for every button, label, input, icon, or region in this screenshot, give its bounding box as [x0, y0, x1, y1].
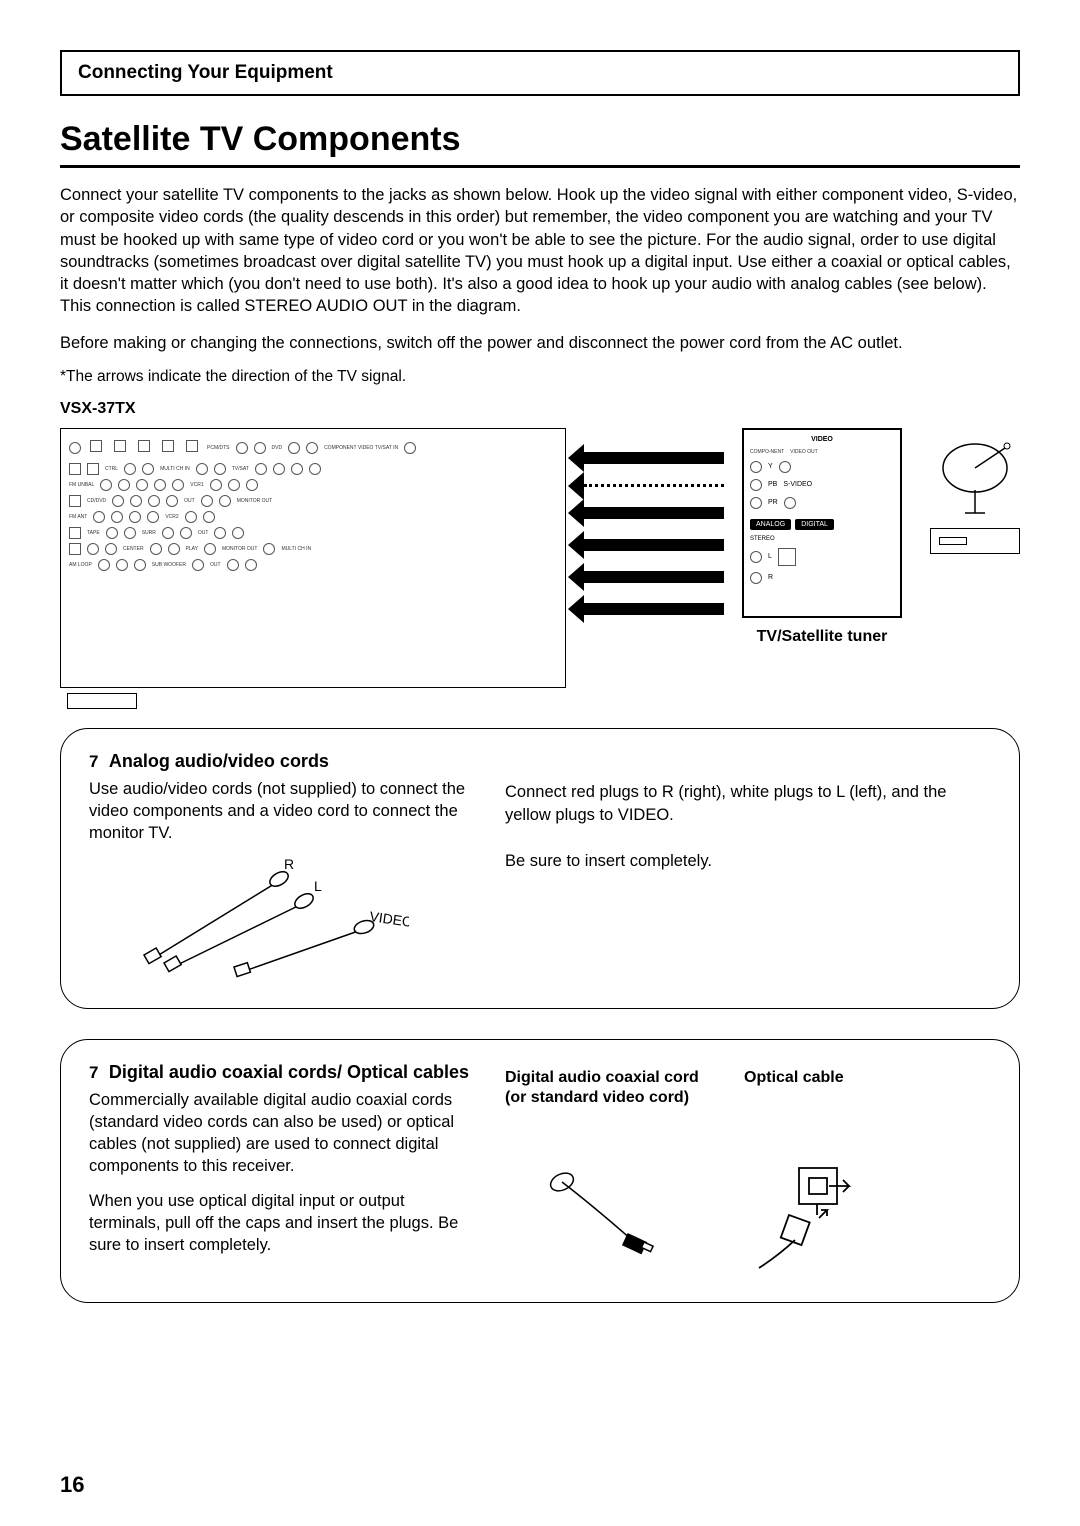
svg-text:R: R: [284, 856, 294, 872]
callout-analog-cords: 7 Analog audio/video cords Use audio/vid…: [60, 728, 1020, 1009]
callout-digital-cords: 7 Digital audio coaxial cords/ Optical c…: [60, 1039, 1020, 1303]
analog-pill: ANALOG: [750, 519, 791, 530]
tuner-video-header: VIDEO: [750, 436, 894, 443]
coax-cord-icon: [532, 1160, 672, 1260]
digital-pill: DIGITAL: [795, 519, 834, 530]
satellite-dish-icon: [930, 428, 1020, 518]
signal-arrows: [584, 428, 724, 615]
page-title: Satellite TV Components: [60, 120, 1020, 168]
intro-paragraph: Connect your satellite TV components to …: [60, 184, 1020, 318]
warning-paragraph: Before making or changing the connection…: [60, 332, 1020, 354]
callout2-body1: Commercially available digital audio coa…: [89, 1089, 475, 1178]
dish-column: [930, 428, 1020, 554]
callout1-right1: Connect red plugs to R (right), white pl…: [505, 781, 991, 827]
callout1-right2: Be sure to insert completely.: [505, 850, 991, 873]
svg-text:L: L: [314, 878, 322, 894]
callout1-body: Use audio/video cords (not supplied) to …: [89, 778, 475, 845]
model-label: VSX-37TX: [60, 400, 1020, 418]
tuner-caption: TV/Satellite tuner: [757, 628, 888, 646]
callout2-title: Digital audio coaxial cords/ Optical cab…: [109, 1062, 469, 1082]
callout1-title: Analog audio/video cords: [109, 751, 329, 771]
connection-diagram: PCM/DTS DVD COMPONENT VIDEO TV/SAT IN CT…: [60, 428, 1020, 688]
tuner-column: VIDEO COMPO-NENTVIDEO OUT Y PBS-VIDEO PR…: [742, 428, 902, 646]
callout1-num: 7: [89, 752, 98, 772]
callout2-num: 7: [89, 1063, 98, 1083]
svg-text:VIDEO: VIDEO: [369, 908, 409, 930]
callout2-body2: When you use optical digital input or ou…: [89, 1190, 475, 1257]
page-number: 16: [60, 1472, 84, 1498]
tuner-box: VIDEO COMPO-NENTVIDEO OUT Y PBS-VIDEO PR…: [742, 428, 902, 618]
section-header-box: Connecting Your Equipment: [60, 50, 1020, 96]
footnote: *The arrows indicate the direction of th…: [60, 368, 1020, 386]
receiver-panel: PCM/DTS DVD COMPONENT VIDEO TV/SAT IN CT…: [60, 428, 566, 688]
optical-label: Optical cable: [744, 1068, 844, 1148]
optical-cable-icon: [729, 1160, 859, 1280]
coax-label: Digital audio coaxial cord (or standard …: [505, 1068, 699, 1148]
section-header: Connecting Your Equipment: [78, 62, 1002, 84]
set-top-box-icon: [930, 528, 1020, 554]
av-cords-icon: R L VIDEO: [89, 851, 409, 981]
